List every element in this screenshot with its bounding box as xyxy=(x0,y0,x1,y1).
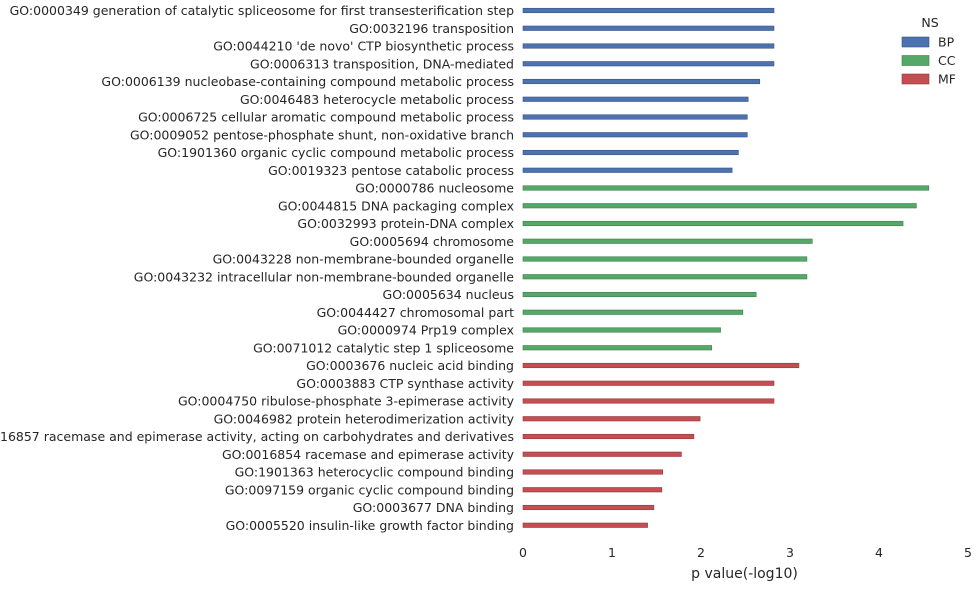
category-label: GO:0000974 Prp19 complex xyxy=(338,323,514,338)
category-label: GO:0006313 transposition, DNA-mediated xyxy=(250,56,514,71)
category-label: GO:0003676 nucleic acid binding xyxy=(306,358,514,373)
bar-cc xyxy=(522,256,808,262)
category-label: GO:1901363 heterocyclic compound binding xyxy=(235,465,514,480)
x-tick-label: 5 xyxy=(964,545,972,560)
category-labels: GO:0000349 generation of catalytic splic… xyxy=(0,3,515,533)
bar-mf xyxy=(522,433,695,440)
category-label: GO:0016857 racemase and epimerase activi… xyxy=(0,429,514,444)
legend-swatch-cc xyxy=(901,55,930,66)
category-label: GO:0016854 racemase and epimerase activi… xyxy=(222,447,515,462)
bar-bp xyxy=(522,149,739,156)
x-tick-label: 1 xyxy=(608,545,616,560)
bar-cc xyxy=(522,327,721,333)
category-label: GO:0019323 pentose catabolic process xyxy=(268,163,514,178)
category-label: GO:0046483 heterocycle metabolic process xyxy=(240,92,514,107)
legend-label-bp: BP xyxy=(938,35,955,50)
category-label: GO:0005634 nucleus xyxy=(383,287,514,302)
bar-cc xyxy=(522,345,712,351)
bar-mf xyxy=(522,522,648,528)
x-axis-title: p value(-log10) xyxy=(691,566,798,582)
bar-mf xyxy=(522,451,682,457)
bar-bp xyxy=(522,25,775,31)
bar-mf xyxy=(522,469,664,475)
legend-swatch-mf xyxy=(901,73,930,85)
bar-bp xyxy=(522,43,775,49)
bar-cc xyxy=(522,291,757,298)
category-label: GO:0006725 cellular aromatic compound me… xyxy=(138,110,514,125)
category-label: GO:0046982 protein heterodimerization ac… xyxy=(214,411,515,426)
category-label: GO:0000786 nucleosome xyxy=(355,181,514,196)
x-tick-label: 0 xyxy=(519,545,527,560)
category-label: GO:0009052 pentose-phosphate shunt, non-… xyxy=(130,127,514,142)
bar-cc xyxy=(522,274,808,280)
bar-mf xyxy=(522,487,663,493)
category-label: GO:0000349 generation of catalytic splic… xyxy=(10,3,514,18)
legend-swatch-bp xyxy=(901,36,930,48)
category-label: GO:1901360 organic cyclic compound metab… xyxy=(158,145,514,160)
category-label: GO:0044815 DNA packaging complex xyxy=(278,198,514,213)
bar-cc xyxy=(522,220,904,227)
x-tick-label: 3 xyxy=(786,545,794,560)
bar-mf xyxy=(522,398,775,404)
legend-label-cc: CC xyxy=(938,53,956,68)
category-label: GO:0071012 catalytic step 1 spliceosome xyxy=(253,340,514,355)
category-label: GO:0003677 DNA binding xyxy=(353,500,514,515)
category-label: GO:0005520 insulin-like growth factor bi… xyxy=(226,518,514,533)
category-label: GO:0097159 organic cyclic compound bindi… xyxy=(225,482,514,497)
legend: NS BP CC MF xyxy=(901,15,956,87)
category-label: GO:0004750 ribulose-phosphate 3-epimeras… xyxy=(178,394,515,409)
bar-cc xyxy=(522,309,744,315)
category-label: GO:0032993 protein-DNA complex xyxy=(297,216,514,231)
category-label: GO:0044210 'de novo' CTP biosynthetic pr… xyxy=(213,39,514,54)
x-axis-ticks: 0 1 2 3 4 5 xyxy=(519,545,972,560)
bar-cc xyxy=(522,185,930,191)
bar-cc xyxy=(522,238,813,244)
bar-cc xyxy=(522,203,917,209)
legend-title: NS xyxy=(921,15,938,30)
x-tick-label: 4 xyxy=(875,545,883,560)
bar-mf xyxy=(522,380,775,386)
bar-bp xyxy=(522,132,748,138)
category-label: GO:0032196 transposition xyxy=(349,21,514,36)
category-label: GO:0003883 CTP synthase activity xyxy=(296,376,514,391)
bar-mf xyxy=(522,416,701,422)
category-label: GO:0005694 chromosome xyxy=(350,234,515,249)
x-tick-label: 2 xyxy=(697,545,705,560)
bar-bp xyxy=(522,96,749,102)
bar-bp xyxy=(522,114,748,120)
legend-label-mf: MF xyxy=(938,72,956,87)
bar-bp xyxy=(522,7,775,14)
category-label: GO:0044427 chromosomal part xyxy=(317,305,514,320)
category-label: GO:0043232 intracellular non-membrane-bo… xyxy=(134,269,515,284)
category-label: GO:0006139 nucleobase-containing compoun… xyxy=(101,74,514,89)
bar-mf xyxy=(522,504,655,511)
bar-bp xyxy=(522,167,733,173)
bar-mf xyxy=(522,362,800,369)
bar-bp xyxy=(522,78,761,85)
bar-bp xyxy=(522,61,775,67)
category-label: GO:0043228 non-membrane-bounded organell… xyxy=(213,252,515,267)
bars-layer xyxy=(522,7,930,528)
